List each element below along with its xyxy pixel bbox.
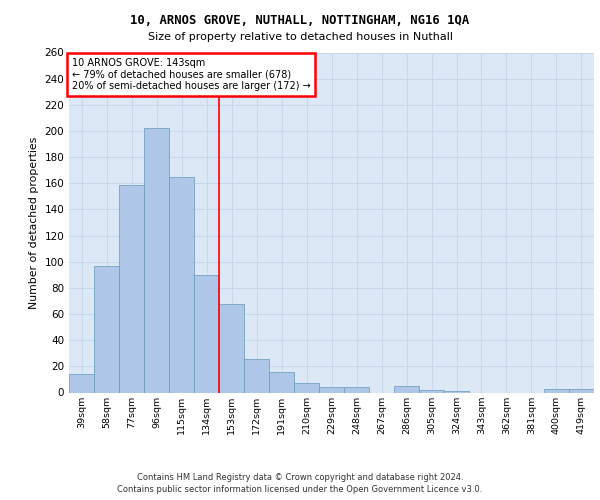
Bar	[294, 384, 319, 392]
Bar	[119, 184, 144, 392]
Bar	[544, 388, 569, 392]
Text: Contains HM Land Registry data © Crown copyright and database right 2024.
Contai: Contains HM Land Registry data © Crown c…	[118, 472, 482, 494]
Bar	[94, 266, 119, 392]
Text: 10 ARNOS GROVE: 143sqm
← 79% of detached houses are smaller (678)
20% of semi-de: 10 ARNOS GROVE: 143sqm ← 79% of detached…	[71, 58, 310, 91]
Bar	[219, 304, 244, 392]
Bar	[244, 358, 269, 392]
Bar	[69, 374, 94, 392]
Text: 10, ARNOS GROVE, NUTHALL, NOTTINGHAM, NG16 1QA: 10, ARNOS GROVE, NUTHALL, NOTTINGHAM, NG…	[130, 14, 470, 27]
Bar	[144, 128, 169, 392]
Bar	[444, 391, 469, 392]
Text: Size of property relative to detached houses in Nuthall: Size of property relative to detached ho…	[148, 32, 452, 42]
Bar	[194, 275, 219, 392]
Bar	[394, 386, 419, 392]
Bar	[419, 390, 444, 392]
Bar	[569, 388, 594, 392]
Bar	[344, 388, 369, 392]
Bar	[319, 388, 344, 392]
Bar	[269, 372, 294, 392]
Bar	[169, 176, 194, 392]
Y-axis label: Number of detached properties: Number of detached properties	[29, 136, 39, 308]
